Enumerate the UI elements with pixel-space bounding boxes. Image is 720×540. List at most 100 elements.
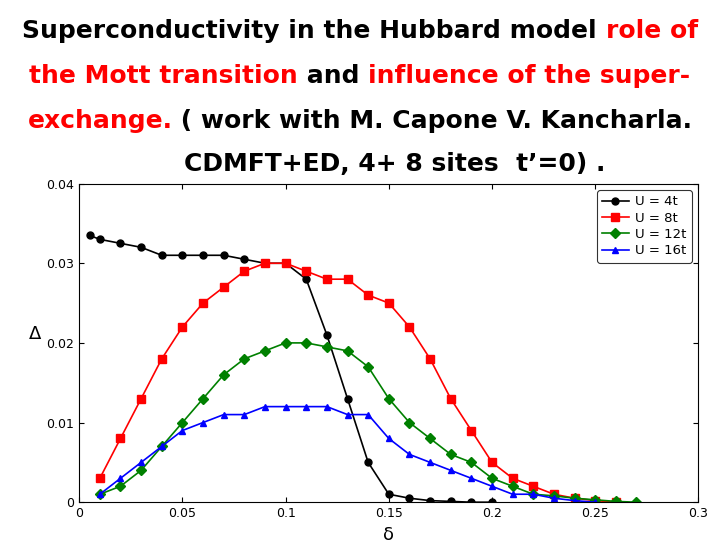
U = 4t bbox=[199, 252, 207, 259]
U = 4t bbox=[85, 232, 94, 239]
U = 8t bbox=[405, 324, 414, 330]
U = 12t bbox=[261, 348, 269, 354]
U = 12t bbox=[343, 348, 352, 354]
Line: U = 4t: U = 4t bbox=[86, 232, 495, 505]
U = 4t bbox=[426, 497, 434, 504]
U = 12t bbox=[302, 340, 310, 346]
U = 12t bbox=[529, 491, 538, 497]
U = 4t bbox=[220, 252, 228, 259]
U = 8t bbox=[467, 427, 476, 434]
U = 16t bbox=[282, 403, 290, 410]
U = 16t bbox=[137, 459, 145, 465]
U = 16t bbox=[343, 411, 352, 418]
U = 4t bbox=[261, 260, 269, 267]
U = 8t bbox=[591, 497, 600, 504]
U = 8t bbox=[529, 483, 538, 489]
U = 4t bbox=[343, 395, 352, 402]
Text: role of: role of bbox=[606, 19, 698, 43]
U = 8t bbox=[137, 395, 145, 402]
U = 12t bbox=[632, 499, 641, 505]
U = 12t bbox=[549, 492, 558, 499]
X-axis label: δ: δ bbox=[383, 525, 395, 540]
U = 8t bbox=[199, 300, 207, 306]
Text: Superconductivity in the Hubbard model: Superconductivity in the Hubbard model bbox=[22, 19, 606, 43]
U = 4t bbox=[405, 495, 414, 502]
Text: the Mott transition: the Mott transition bbox=[30, 64, 298, 88]
U = 4t bbox=[384, 491, 393, 497]
U = 16t bbox=[116, 475, 125, 482]
U = 4t bbox=[446, 498, 455, 505]
U = 8t bbox=[323, 276, 331, 282]
U = 16t bbox=[508, 491, 517, 497]
U = 12t bbox=[240, 356, 248, 362]
U = 12t bbox=[323, 343, 331, 350]
U = 12t bbox=[591, 497, 600, 503]
U = 8t bbox=[158, 356, 166, 362]
U = 4t bbox=[323, 332, 331, 338]
U = 8t bbox=[116, 435, 125, 442]
U = 16t bbox=[96, 491, 104, 497]
U = 12t bbox=[364, 363, 372, 370]
Text: exchange.: exchange. bbox=[27, 109, 173, 133]
U = 16t bbox=[570, 497, 579, 504]
U = 8t bbox=[611, 499, 620, 505]
U = 8t bbox=[261, 260, 269, 267]
Text: ( work with M. Capone V. Kancharla.: ( work with M. Capone V. Kancharla. bbox=[173, 109, 693, 133]
U = 16t bbox=[591, 499, 600, 505]
Text: CDMFT+ED, 4+ 8 sites  t’=0) .: CDMFT+ED, 4+ 8 sites t’=0) . bbox=[114, 152, 606, 176]
Line: U = 16t: U = 16t bbox=[96, 403, 598, 505]
U = 4t bbox=[116, 240, 125, 247]
U = 12t bbox=[158, 443, 166, 450]
U = 12t bbox=[570, 495, 579, 502]
Y-axis label: Δ: Δ bbox=[30, 325, 42, 343]
U = 4t bbox=[282, 260, 290, 267]
U = 8t bbox=[282, 260, 290, 267]
U = 12t bbox=[96, 491, 104, 497]
U = 12t bbox=[487, 475, 496, 482]
U = 8t bbox=[487, 459, 496, 465]
U = 16t bbox=[323, 403, 331, 410]
U = 8t bbox=[364, 292, 372, 298]
U = 8t bbox=[96, 475, 104, 482]
U = 12t bbox=[426, 435, 434, 442]
Line: U = 12t: U = 12t bbox=[96, 340, 640, 505]
U = 4t bbox=[158, 252, 166, 259]
U = 4t bbox=[96, 236, 104, 242]
U = 8t bbox=[570, 495, 579, 502]
U = 16t bbox=[158, 443, 166, 450]
U = 4t bbox=[240, 256, 248, 262]
Text: and: and bbox=[298, 64, 369, 88]
U = 16t bbox=[426, 459, 434, 465]
U = 8t bbox=[343, 276, 352, 282]
U = 8t bbox=[549, 491, 558, 497]
U = 8t bbox=[426, 356, 434, 362]
U = 4t bbox=[467, 499, 476, 505]
U = 16t bbox=[220, 411, 228, 418]
U = 12t bbox=[467, 459, 476, 465]
U = 8t bbox=[240, 268, 248, 274]
U = 12t bbox=[137, 467, 145, 474]
U = 16t bbox=[549, 495, 558, 502]
U = 16t bbox=[487, 483, 496, 489]
Text: influence of the super-: influence of the super- bbox=[369, 64, 690, 88]
U = 4t bbox=[302, 276, 310, 282]
U = 16t bbox=[529, 491, 538, 497]
U = 16t bbox=[364, 411, 372, 418]
U = 16t bbox=[446, 467, 455, 474]
U = 4t bbox=[137, 244, 145, 251]
U = 12t bbox=[446, 451, 455, 458]
Line: U = 8t: U = 8t bbox=[96, 259, 620, 507]
U = 12t bbox=[384, 395, 393, 402]
U = 12t bbox=[611, 498, 620, 505]
U = 8t bbox=[220, 284, 228, 291]
U = 16t bbox=[178, 427, 186, 434]
U = 16t bbox=[405, 451, 414, 458]
U = 12t bbox=[199, 395, 207, 402]
U = 12t bbox=[282, 340, 290, 346]
U = 16t bbox=[261, 403, 269, 410]
U = 8t bbox=[384, 300, 393, 306]
U = 12t bbox=[220, 372, 228, 378]
U = 16t bbox=[302, 403, 310, 410]
U = 8t bbox=[178, 324, 186, 330]
U = 8t bbox=[508, 475, 517, 482]
